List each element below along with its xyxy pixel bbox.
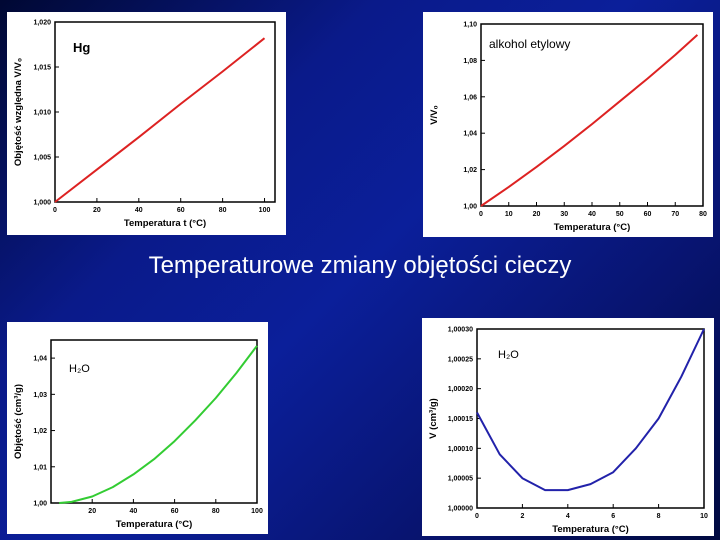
y-tick-label: 1,10 [463, 22, 477, 29]
x-tick-label: 20 [533, 211, 541, 218]
y-tick-label: 1,00 [33, 501, 47, 508]
x-tick-label: 70 [671, 211, 679, 218]
y-tick-label: 1,00000 [448, 506, 473, 513]
x-tick-label: 80 [219, 207, 227, 214]
series-label: Hg [73, 40, 90, 55]
slide-title: Temperaturowe zmiany objętości cieczy [148, 252, 572, 279]
x-tick-label: 50 [616, 211, 624, 218]
y-tick-label: 1,00 [463, 204, 477, 211]
x-tick-label: 0 [475, 513, 479, 520]
x-axis-label: Temperatura t (°C) [124, 218, 206, 229]
y-axis-label: Objętość względna V/V₀ [13, 58, 24, 166]
y-tick-label: 1,01 [33, 464, 47, 471]
series-line [476, 328, 705, 492]
series-line [59, 345, 258, 504]
chart-ethanol-svg: 0 10 20 30 40 50 60 70 80 1,00 1,02 1,04 1,06 1,08 1,1… [429, 22, 707, 234]
y-tick-label: 1,02 [33, 428, 47, 435]
x-tick-label: 40 [130, 508, 138, 515]
x-tick-label: 60 [177, 207, 185, 214]
plot-frame [480, 23, 704, 207]
chart-water-narrow: 0 2 4 6 8 10 1,00000 1,00005 1,00010 1,00015 1,000… [422, 318, 714, 536]
y-tick-label: 1,020 [33, 20, 51, 27]
x-tick-label: 60 [171, 508, 179, 515]
x-tick-label: 40 [588, 211, 596, 218]
series-label: alkohol etylowy [489, 37, 570, 51]
x-tick-label: 20 [88, 508, 96, 515]
x-tick-label: 100 [251, 508, 263, 515]
y-tick-label: 1,00010 [448, 446, 473, 453]
series-label: H₂O [498, 349, 519, 361]
x-tick-label: 20 [93, 207, 101, 214]
y-tick-label: 1,010 [33, 110, 51, 117]
x-tick-label: 0 [479, 211, 483, 218]
x-tick-label: 2 [520, 513, 524, 520]
x-tick-label: 30 [560, 211, 568, 218]
y-tick-label: 1,00005 [448, 476, 473, 483]
x-tick-label: 6 [611, 513, 615, 520]
series-label: H₂O [69, 363, 90, 375]
x-tick-label: 100 [259, 207, 271, 214]
y-tick-label: 1,00025 [448, 356, 473, 363]
x-tick-label: 10 [505, 211, 513, 218]
x-tick-label: 8 [657, 513, 661, 520]
y-tick-label: 1,00030 [448, 327, 473, 334]
y-tick-label: 1,00015 [448, 416, 473, 423]
x-tick-label: 80 [212, 508, 220, 515]
y-tick-label: 1,000 [33, 200, 51, 207]
chart-water-wide-svg: 20 40 60 80 100 1,00 1,01 1,02 1,03 1,04 Temperatu… [13, 339, 263, 530]
series-line [480, 34, 699, 207]
y-axis-label: V/V₀ [429, 105, 440, 125]
x-axis-label: Temperatura (°C) [552, 524, 628, 535]
chart-water-wide: 20 40 60 80 100 1,00 1,01 1,02 1,03 1,04 Temperatu… [7, 322, 268, 534]
x-tick-label: 60 [644, 211, 652, 218]
x-tick-label: 10 [700, 513, 708, 520]
y-tick-label: 1,04 [463, 131, 477, 138]
plot-frame [50, 339, 258, 504]
chart-water-narrow-svg: 0 2 4 6 8 10 1,00000 1,00005 1,00010 1,00015 1,000… [428, 327, 708, 536]
chart-mercury: 0 20 40 60 80 100 1,000 1,005 1,010 1,015 1,020 Tem… [7, 12, 286, 235]
y-axis-label: Objętość (cm³/g) [13, 384, 24, 459]
y-tick-label: 1,00020 [448, 386, 473, 393]
chart-ethanol: 0 10 20 30 40 50 60 70 80 1,00 1,02 1,04 1,06 1,08 1,1… [423, 12, 713, 237]
y-tick-label: 1,04 [33, 356, 47, 363]
y-axis-label: V (cm³/g) [428, 398, 439, 439]
y-tick-label: 1,02 [463, 167, 477, 174]
y-tick-label: 1,015 [33, 65, 51, 72]
y-tick-label: 1,06 [463, 94, 477, 101]
y-tick-label: 1,03 [33, 392, 47, 399]
x-tick-label: 4 [566, 513, 570, 520]
x-tick-label: 40 [135, 207, 143, 214]
x-axis-label: Temperatura (°C) [116, 519, 192, 530]
x-tick-label: 0 [53, 207, 57, 214]
x-tick-label: 80 [699, 211, 707, 218]
x-axis-label: Temperatura (°C) [554, 222, 630, 233]
y-tick-label: 1,005 [33, 155, 51, 162]
chart-mercury-svg: 0 20 40 60 80 100 1,000 1,005 1,010 1,015 1,020 Tem… [13, 20, 276, 229]
series-line [54, 37, 266, 203]
y-tick-label: 1,08 [463, 58, 477, 65]
